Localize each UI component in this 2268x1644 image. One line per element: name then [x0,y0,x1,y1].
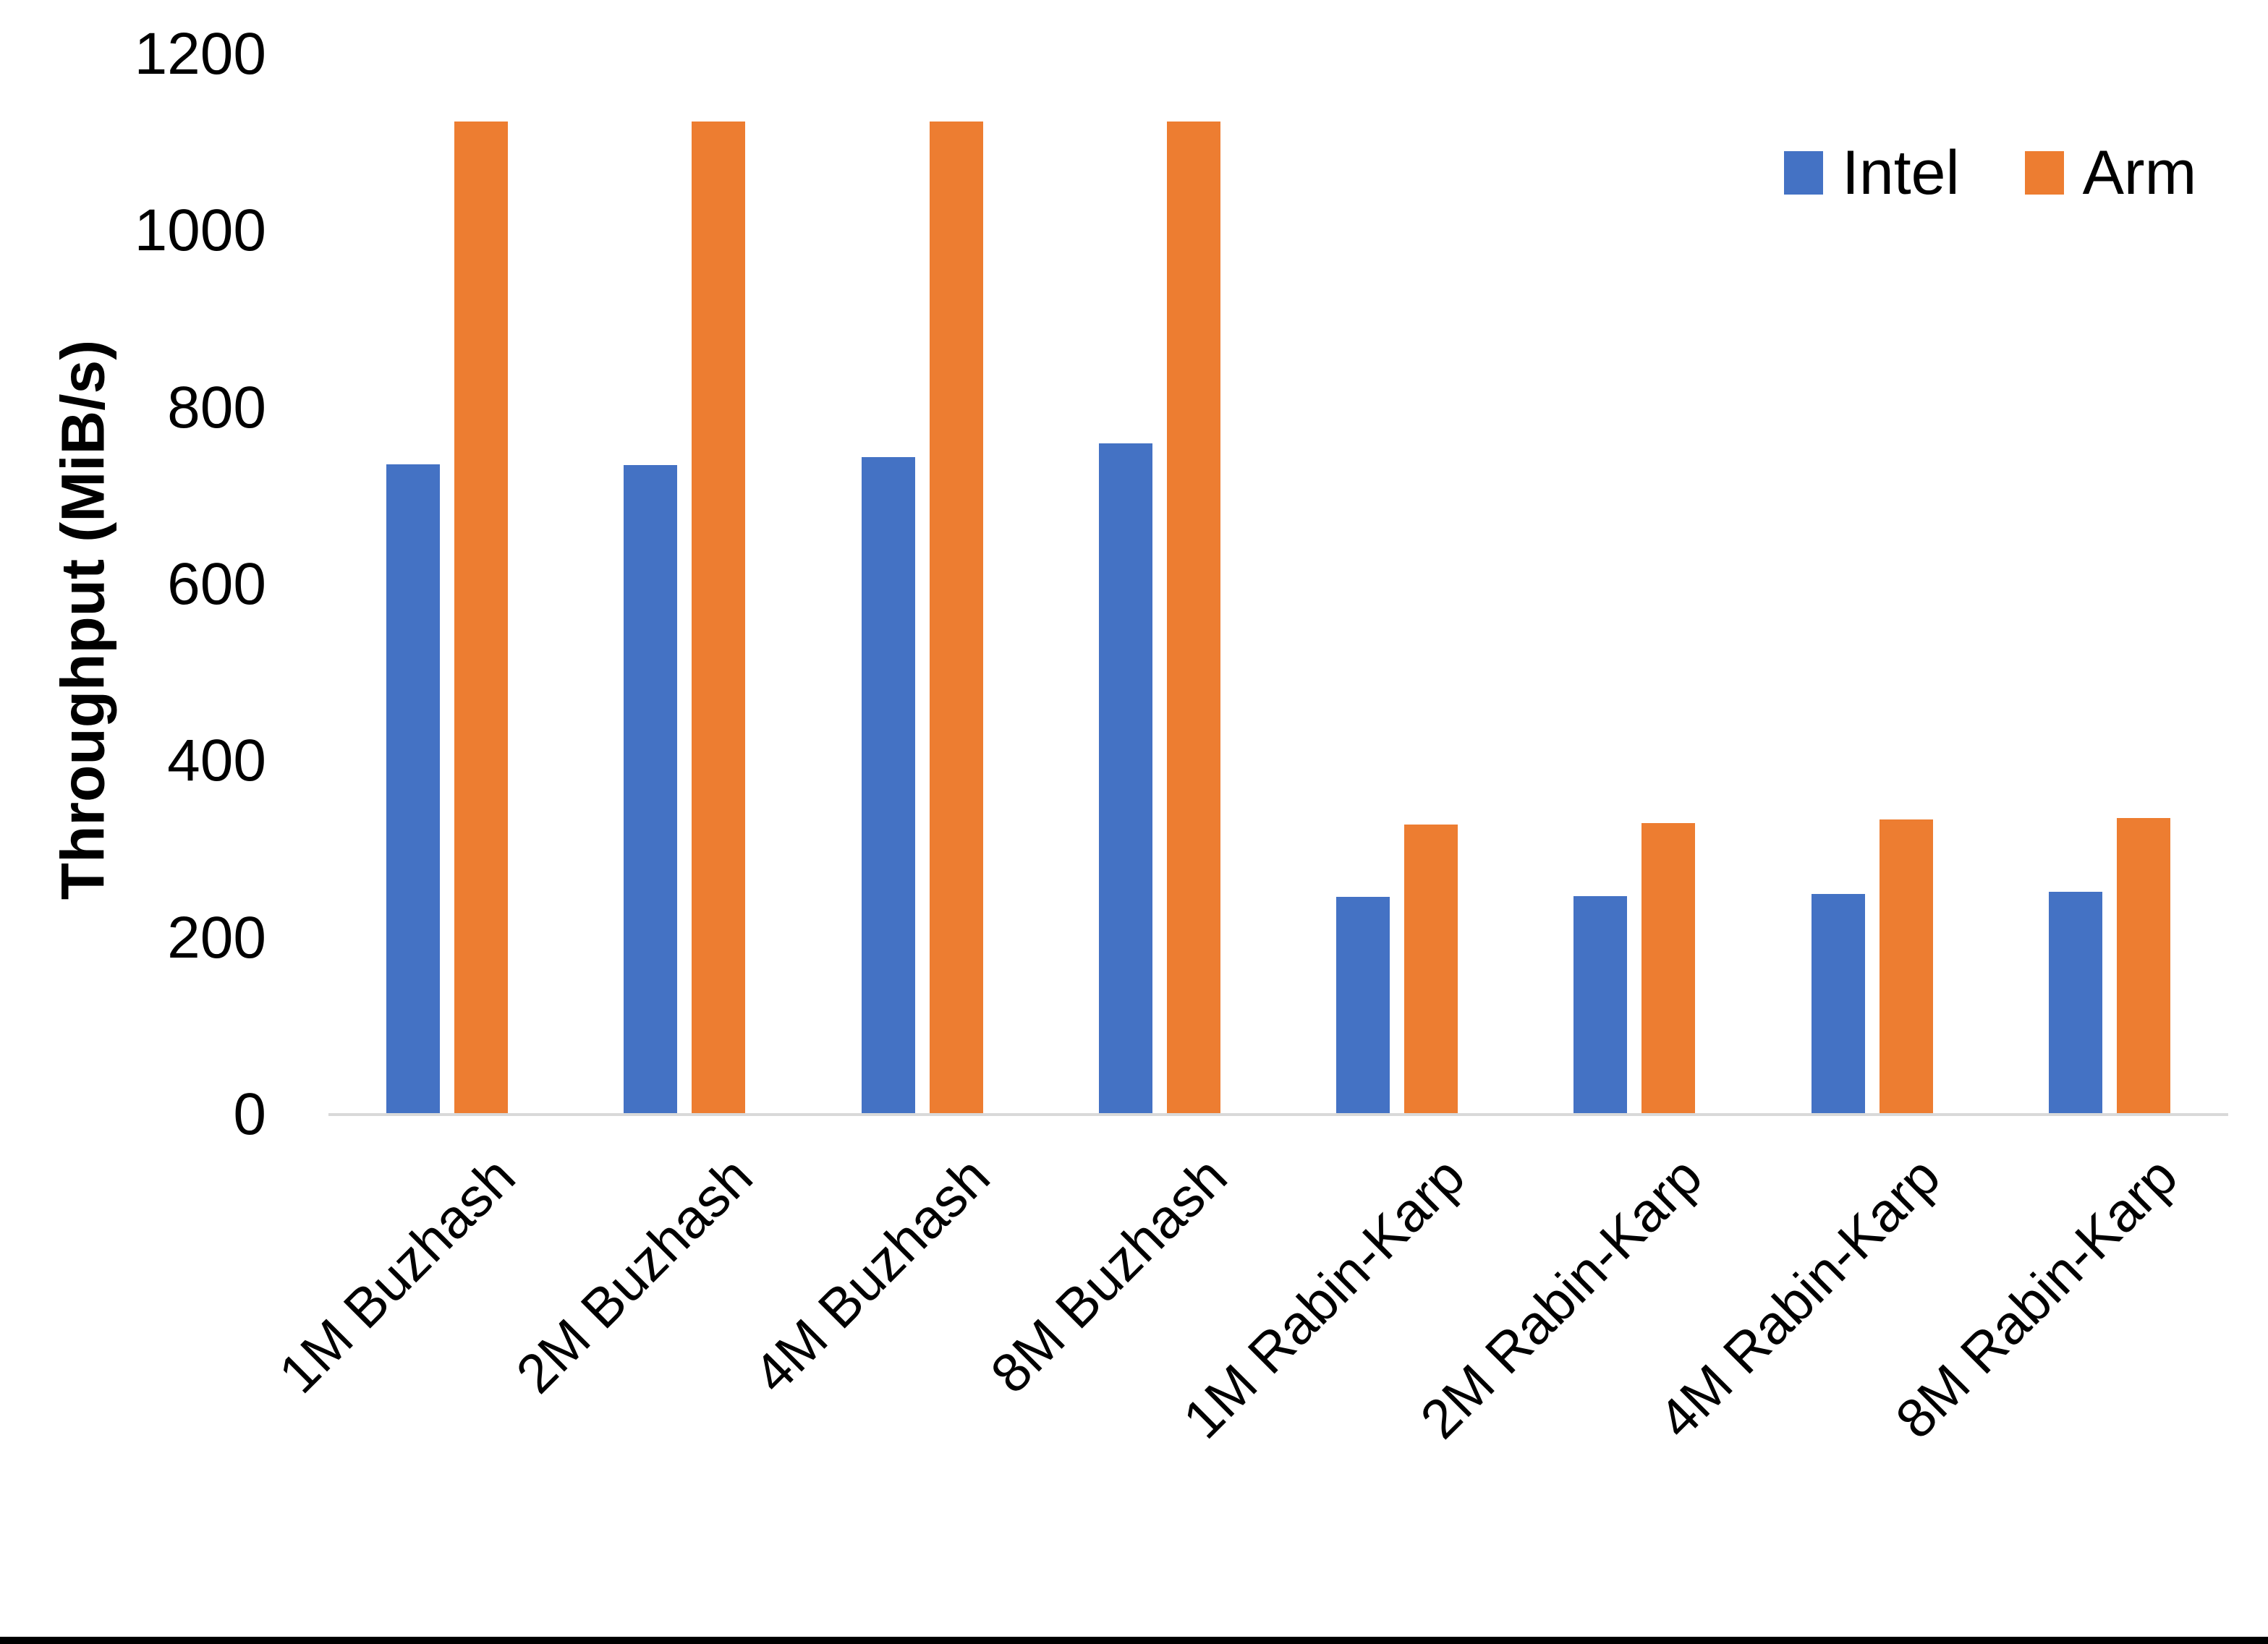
legend-label-arm: Arm [2082,138,2197,208]
x-tick-label-8m-buzhash: 8M Buzhash [980,1145,1239,1405]
bottom-border-line [0,1637,2268,1644]
bar-intel-8m-rabin-karp [2049,892,2102,1115]
x-tick-label-4m-buzhash: 4M Buzhash [742,1145,1002,1405]
legend-swatch-intel [1784,151,1823,195]
bar-intel-8m-buzhash [1099,443,1152,1115]
legend: Intel Arm [1784,142,2196,204]
legend-entry-intel: Intel [1784,142,1960,204]
bar-arm-2m-rabin-karp [1641,823,1695,1115]
x-tick-label-2m-buzhash: 2M Buzhash [504,1145,765,1405]
y-tick-label-800: 800 [167,374,266,440]
y-tick-label-400: 400 [167,728,266,794]
bar-arm-8m-buzhash [1167,122,1220,1115]
bar-arm-8m-rabin-karp [2117,818,2170,1115]
y-tick-label-1200: 1200 [134,21,266,87]
y-tick-label-0: 0 [233,1081,266,1147]
bar-arm-4m-rabin-karp [1880,819,1933,1115]
bar-arm-1m-buzhash [454,122,508,1115]
y-tick-label-600: 600 [167,551,266,617]
bar-arm-4m-buzhash [930,122,983,1115]
bar-intel-4m-buzhash [862,457,915,1115]
bar-intel-4m-rabin-karp [1812,894,1865,1115]
bar-intel-2m-buzhash [624,465,677,1115]
y-tick-label-1000: 1000 [134,197,266,264]
bar-intel-1m-rabin-karp [1336,897,1390,1115]
legend-entry-arm: Arm [2024,138,2197,208]
y-tick-label-200: 200 [167,904,266,971]
bar-intel-2m-rabin-karp [1573,896,1627,1115]
bar-arm-1m-rabin-karp [1404,825,1458,1115]
bar-arm-2m-buzhash [692,122,745,1115]
bar-intel-1m-buzhash [386,464,440,1115]
legend-label-intel: Intel [1842,138,1960,208]
x-axis-line [328,1113,2228,1116]
legend-swatch-arm [2024,151,2064,195]
x-tick-label-1m-buzhash: 1M Buzhash [267,1145,527,1405]
